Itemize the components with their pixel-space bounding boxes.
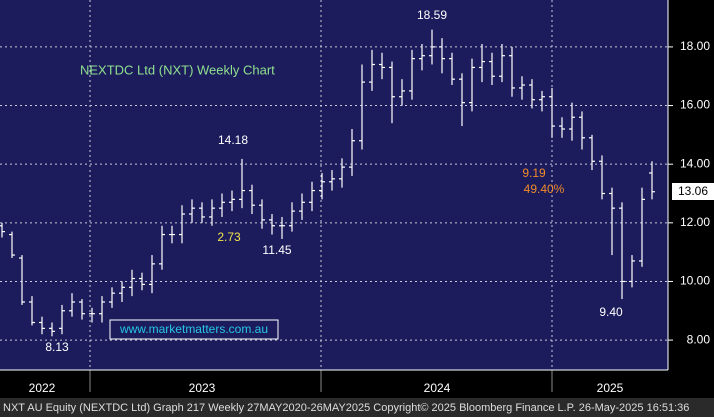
last-price-tag — [672, 183, 714, 200]
footer: NXT AU Equity (NEXTDC Ltd) Graph 217 Wee… — [3, 402, 689, 414]
y-tick-label: 16.00 — [680, 98, 710, 112]
x-tick-label: 2022 — [29, 381, 56, 395]
annotation: 2.73 — [217, 230, 241, 244]
footer-bar — [0, 398, 714, 417]
watermark-box — [109, 319, 279, 340]
y-tick-label: 8.00 — [687, 332, 711, 346]
grid — [0, 0, 668, 370]
y-tick-label: 12.00 — [680, 215, 710, 229]
x-tick-label: 2025 — [597, 381, 624, 395]
plot-background — [0, 0, 668, 370]
bars — [0, 29, 655, 337]
x-tick-label: 2023 — [189, 381, 216, 395]
watermark: www.marketmatters.com.au — [119, 322, 268, 336]
annotation: 9.19 — [522, 166, 546, 180]
y-tick-label: 10.00 — [680, 274, 710, 288]
y-tick-label: 14.00 — [680, 156, 710, 170]
annotation: 14.18 — [218, 133, 248, 147]
annotation: 9.40 — [599, 305, 623, 319]
annotation: 11.45 — [262, 243, 291, 257]
annotation: 18.59 — [417, 8, 447, 22]
last-price: 13.06 — [678, 184, 708, 198]
chart-title: NEXTDC Ltd (NXT) Weekly Chart — [80, 62, 275, 77]
x-axis-area — [0, 370, 714, 398]
y-tick-label: 18.00 — [680, 39, 710, 53]
x-tick-label: 2024 — [424, 381, 451, 395]
annotation: 49.40% — [524, 182, 565, 196]
annotation: 8.13 — [45, 340, 69, 354]
